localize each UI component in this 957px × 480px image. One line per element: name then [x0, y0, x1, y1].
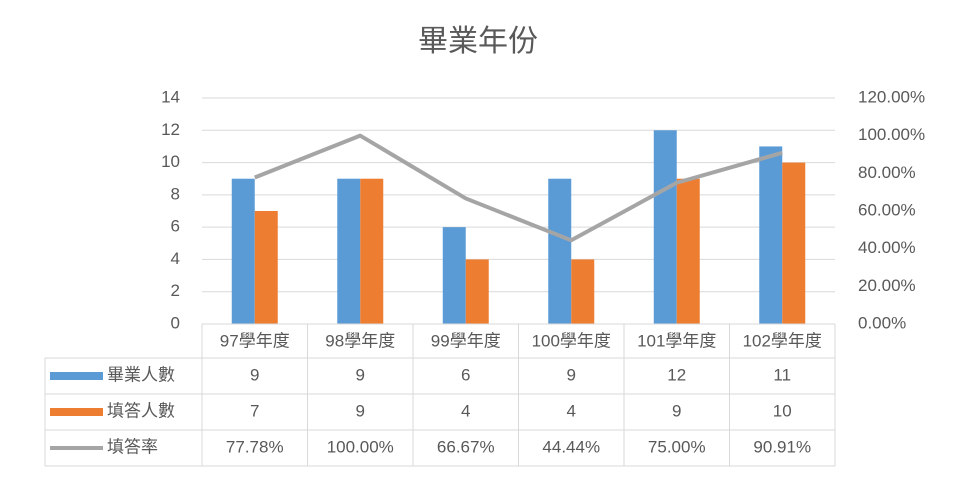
bar	[231, 178, 255, 324]
legend-key	[50, 408, 103, 416]
x-tick-label: 97學年度	[220, 331, 290, 350]
table-value: 44.44%	[542, 437, 600, 456]
bar	[759, 146, 783, 324]
x-tick-label: 99學年度	[431, 331, 501, 350]
x-tick-label: 100學年度	[532, 331, 611, 350]
bar	[653, 130, 677, 324]
legend-label: 填答人數	[107, 401, 175, 420]
y2-tick-label: 0.00%	[858, 313, 906, 332]
bar	[571, 259, 595, 324]
line	[254, 133, 783, 243]
table-value: 9	[250, 365, 259, 384]
legend-label: 畢業人數	[107, 365, 175, 384]
y2-tick-label: 80.00%	[858, 163, 916, 182]
chart-title: 畢業年份	[418, 25, 538, 58]
y-tick-label: 6	[171, 217, 180, 236]
table-value: 9	[567, 365, 576, 384]
y2-tick-label: 100.00%	[858, 125, 925, 144]
table-value: 9	[356, 365, 365, 384]
table-value: 90.91%	[753, 437, 811, 456]
bar	[676, 178, 700, 324]
table-value: 4	[461, 401, 470, 420]
bar	[254, 211, 278, 324]
y2-tick-label: 40.00%	[858, 238, 916, 257]
bar	[782, 162, 806, 324]
bar	[360, 178, 384, 324]
table-value: 6	[461, 365, 470, 384]
y-tick-label: 10	[161, 152, 180, 171]
y2-tick-label: 120.00%	[858, 87, 925, 106]
bar	[337, 178, 361, 324]
legend-label: 填答率	[107, 437, 158, 456]
y-tick-label: 8	[171, 184, 180, 203]
table-value: 66.67%	[437, 437, 495, 456]
x-tick-label: 101學年度	[637, 331, 716, 350]
x-tick-label: 102學年度	[743, 331, 822, 350]
table-value: 10	[773, 401, 792, 420]
table-value: 77.78%	[226, 437, 284, 456]
y-tick-label: 4	[171, 249, 180, 268]
table-value: 100.00%	[327, 437, 394, 456]
table-value: 9	[356, 401, 365, 420]
table-value: 12	[667, 365, 686, 384]
y2-tick-label: 20.00%	[858, 276, 916, 295]
y-tick-label: 2	[171, 281, 180, 300]
bar	[465, 259, 489, 324]
y2-tick-label: 60.00%	[858, 200, 916, 219]
y-tick-label: 12	[161, 120, 180, 139]
table-value: 9	[672, 401, 681, 420]
legend-key	[50, 372, 103, 380]
table-value: 11	[773, 365, 791, 384]
table-value: 75.00%	[648, 437, 706, 456]
bar	[548, 178, 572, 324]
x-tick-label: 98學年度	[325, 331, 395, 350]
table-value: 7	[250, 401, 259, 420]
table-value: 4	[567, 401, 576, 420]
y-tick-label: 14	[161, 87, 180, 106]
y-tick-label: 0	[171, 313, 180, 332]
bar	[442, 227, 466, 324]
